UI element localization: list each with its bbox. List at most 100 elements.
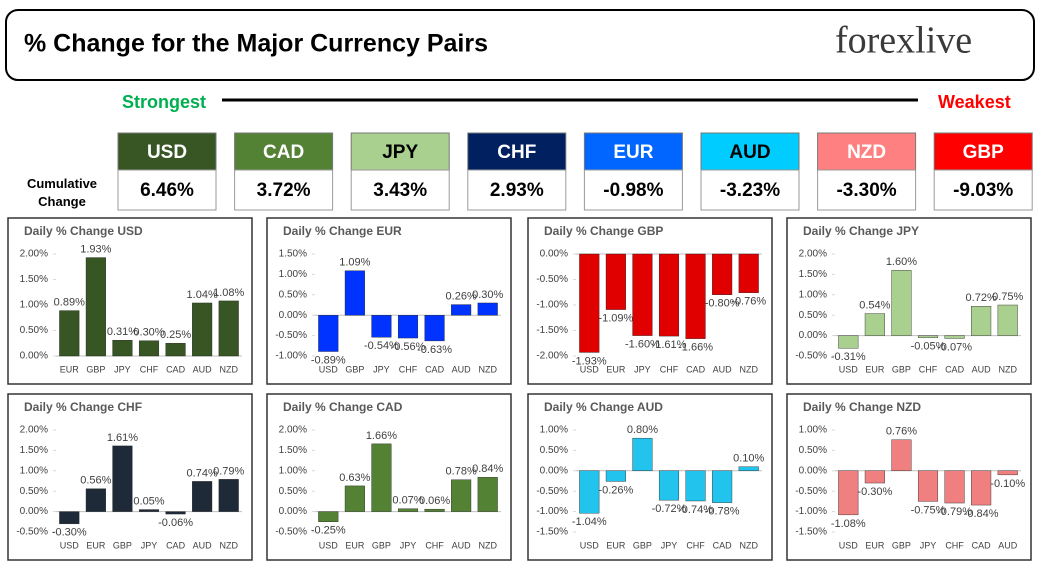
chart-title: Daily % Change CHF (24, 400, 142, 414)
currency-value: -3.30% (836, 180, 896, 201)
bar (891, 439, 912, 471)
y-tick-label: -0.50% (795, 351, 827, 362)
bar (192, 481, 213, 512)
currency-value-cell (817, 169, 917, 211)
x-tick-label: CAD (166, 540, 186, 550)
value-label: -1.08% (831, 518, 866, 530)
x-tick-label: USD (839, 364, 859, 374)
x-tick-label: EUR (865, 364, 885, 374)
y-tick-label: 1.50% (20, 445, 48, 456)
bar (424, 508, 445, 512)
y-tick-label: -0.50% (275, 330, 307, 341)
currency-header-cell (467, 132, 567, 171)
bar (424, 315, 445, 342)
bar (864, 470, 885, 484)
x-tick-label: CAD (972, 540, 992, 550)
value-label: 0.84% (472, 463, 503, 475)
currency-value-cell (583, 169, 683, 211)
value-label: -1.93% (572, 355, 607, 367)
currency-value-cell (117, 169, 217, 211)
value-label: 1.66% (366, 430, 397, 442)
value-label: 1.61% (107, 432, 138, 444)
bar (685, 253, 706, 339)
logo: forexlive (835, 20, 972, 62)
value-label: 0.30% (472, 289, 503, 301)
bar (658, 253, 680, 337)
bar (738, 466, 759, 472)
bar (138, 340, 160, 357)
bar (477, 477, 498, 512)
x-tick-label: CHF (686, 540, 705, 550)
value-label: -1.04% (572, 516, 607, 528)
x-tick-label: NZD (739, 540, 758, 550)
x-tick-label: NZD (219, 364, 238, 374)
value-label: -0.25% (311, 525, 346, 537)
value-label: -0.10% (990, 478, 1025, 490)
value-label: 0.54% (859, 299, 890, 311)
currency-value-cell (467, 169, 567, 211)
bar (318, 315, 339, 352)
x-tick-label: CHF (425, 540, 444, 550)
value-label: 0.74% (187, 467, 218, 479)
x-tick-label: AUD (713, 364, 733, 374)
x-tick-label: CAD (713, 540, 733, 550)
bar (371, 315, 392, 338)
value-label: 1.93% (80, 243, 111, 255)
bar (658, 470, 680, 501)
y-tick-label: 0.50% (540, 445, 568, 456)
bar (838, 470, 859, 516)
currency-value-cell (700, 169, 800, 211)
x-tick-label: USD (580, 364, 600, 374)
x-tick-label: EUR (606, 540, 626, 550)
value-label: 0.79% (213, 465, 244, 477)
currency-header-cell (700, 132, 800, 171)
x-tick-label: CHF (945, 540, 964, 550)
value-label: -1.61% (652, 339, 687, 351)
bar (397, 508, 419, 512)
y-tick-label: 1.00% (20, 465, 48, 476)
value-label: -0.74% (678, 504, 713, 516)
currency-name: NZD (847, 142, 886, 163)
value-label: 0.06% (419, 495, 450, 507)
bar (632, 437, 653, 472)
x-tick-label: NZD (998, 364, 1017, 374)
x-tick-label: GBP (113, 540, 132, 550)
chart-frame (266, 217, 512, 385)
chart-title: Daily % Change USD (24, 224, 143, 238)
value-label: -0.79% (937, 506, 972, 518)
bar (451, 479, 472, 512)
x-tick-label: AUD (998, 540, 1018, 550)
x-tick-label: GBP (372, 540, 391, 550)
x-tick-label: CAD (686, 364, 706, 374)
x-tick-label: NZD (478, 540, 497, 550)
value-label: 0.63% (339, 472, 370, 484)
currency-header-cell (583, 132, 683, 171)
x-tick-label: CAD (945, 364, 965, 374)
y-tick-label: 1.50% (20, 274, 48, 285)
x-tick-label: NZD (739, 364, 758, 374)
y-tick-label: 1.00% (279, 465, 307, 476)
x-tick-label: JPY (141, 540, 158, 550)
x-tick-label: AUD (193, 364, 213, 374)
x-tick-label: GBP (86, 364, 105, 374)
weakest-label: Weakest (938, 92, 1011, 112)
y-tick-label: -0.50% (275, 527, 307, 538)
value-label: -0.76% (731, 296, 766, 308)
y-tick-label: -1.00% (275, 351, 307, 362)
y-tick-label: 0.00% (540, 465, 568, 476)
x-tick-label: NZD (219, 540, 238, 550)
y-tick-label: -0.50% (536, 274, 568, 285)
value-label: 0.89% (54, 297, 85, 309)
bar (344, 270, 365, 316)
x-tick-label: CHF (919, 364, 938, 374)
value-label: 0.26% (446, 290, 477, 302)
bar (738, 253, 759, 293)
value-label: 0.30% (133, 327, 164, 339)
bar (344, 485, 365, 512)
bar (605, 470, 626, 482)
value-label: -1.09% (598, 312, 633, 324)
bar (997, 470, 1018, 476)
x-tick-label: JPY (400, 540, 417, 550)
currency-value: 6.46% (140, 180, 194, 201)
y-tick-label: 0.00% (540, 249, 568, 260)
